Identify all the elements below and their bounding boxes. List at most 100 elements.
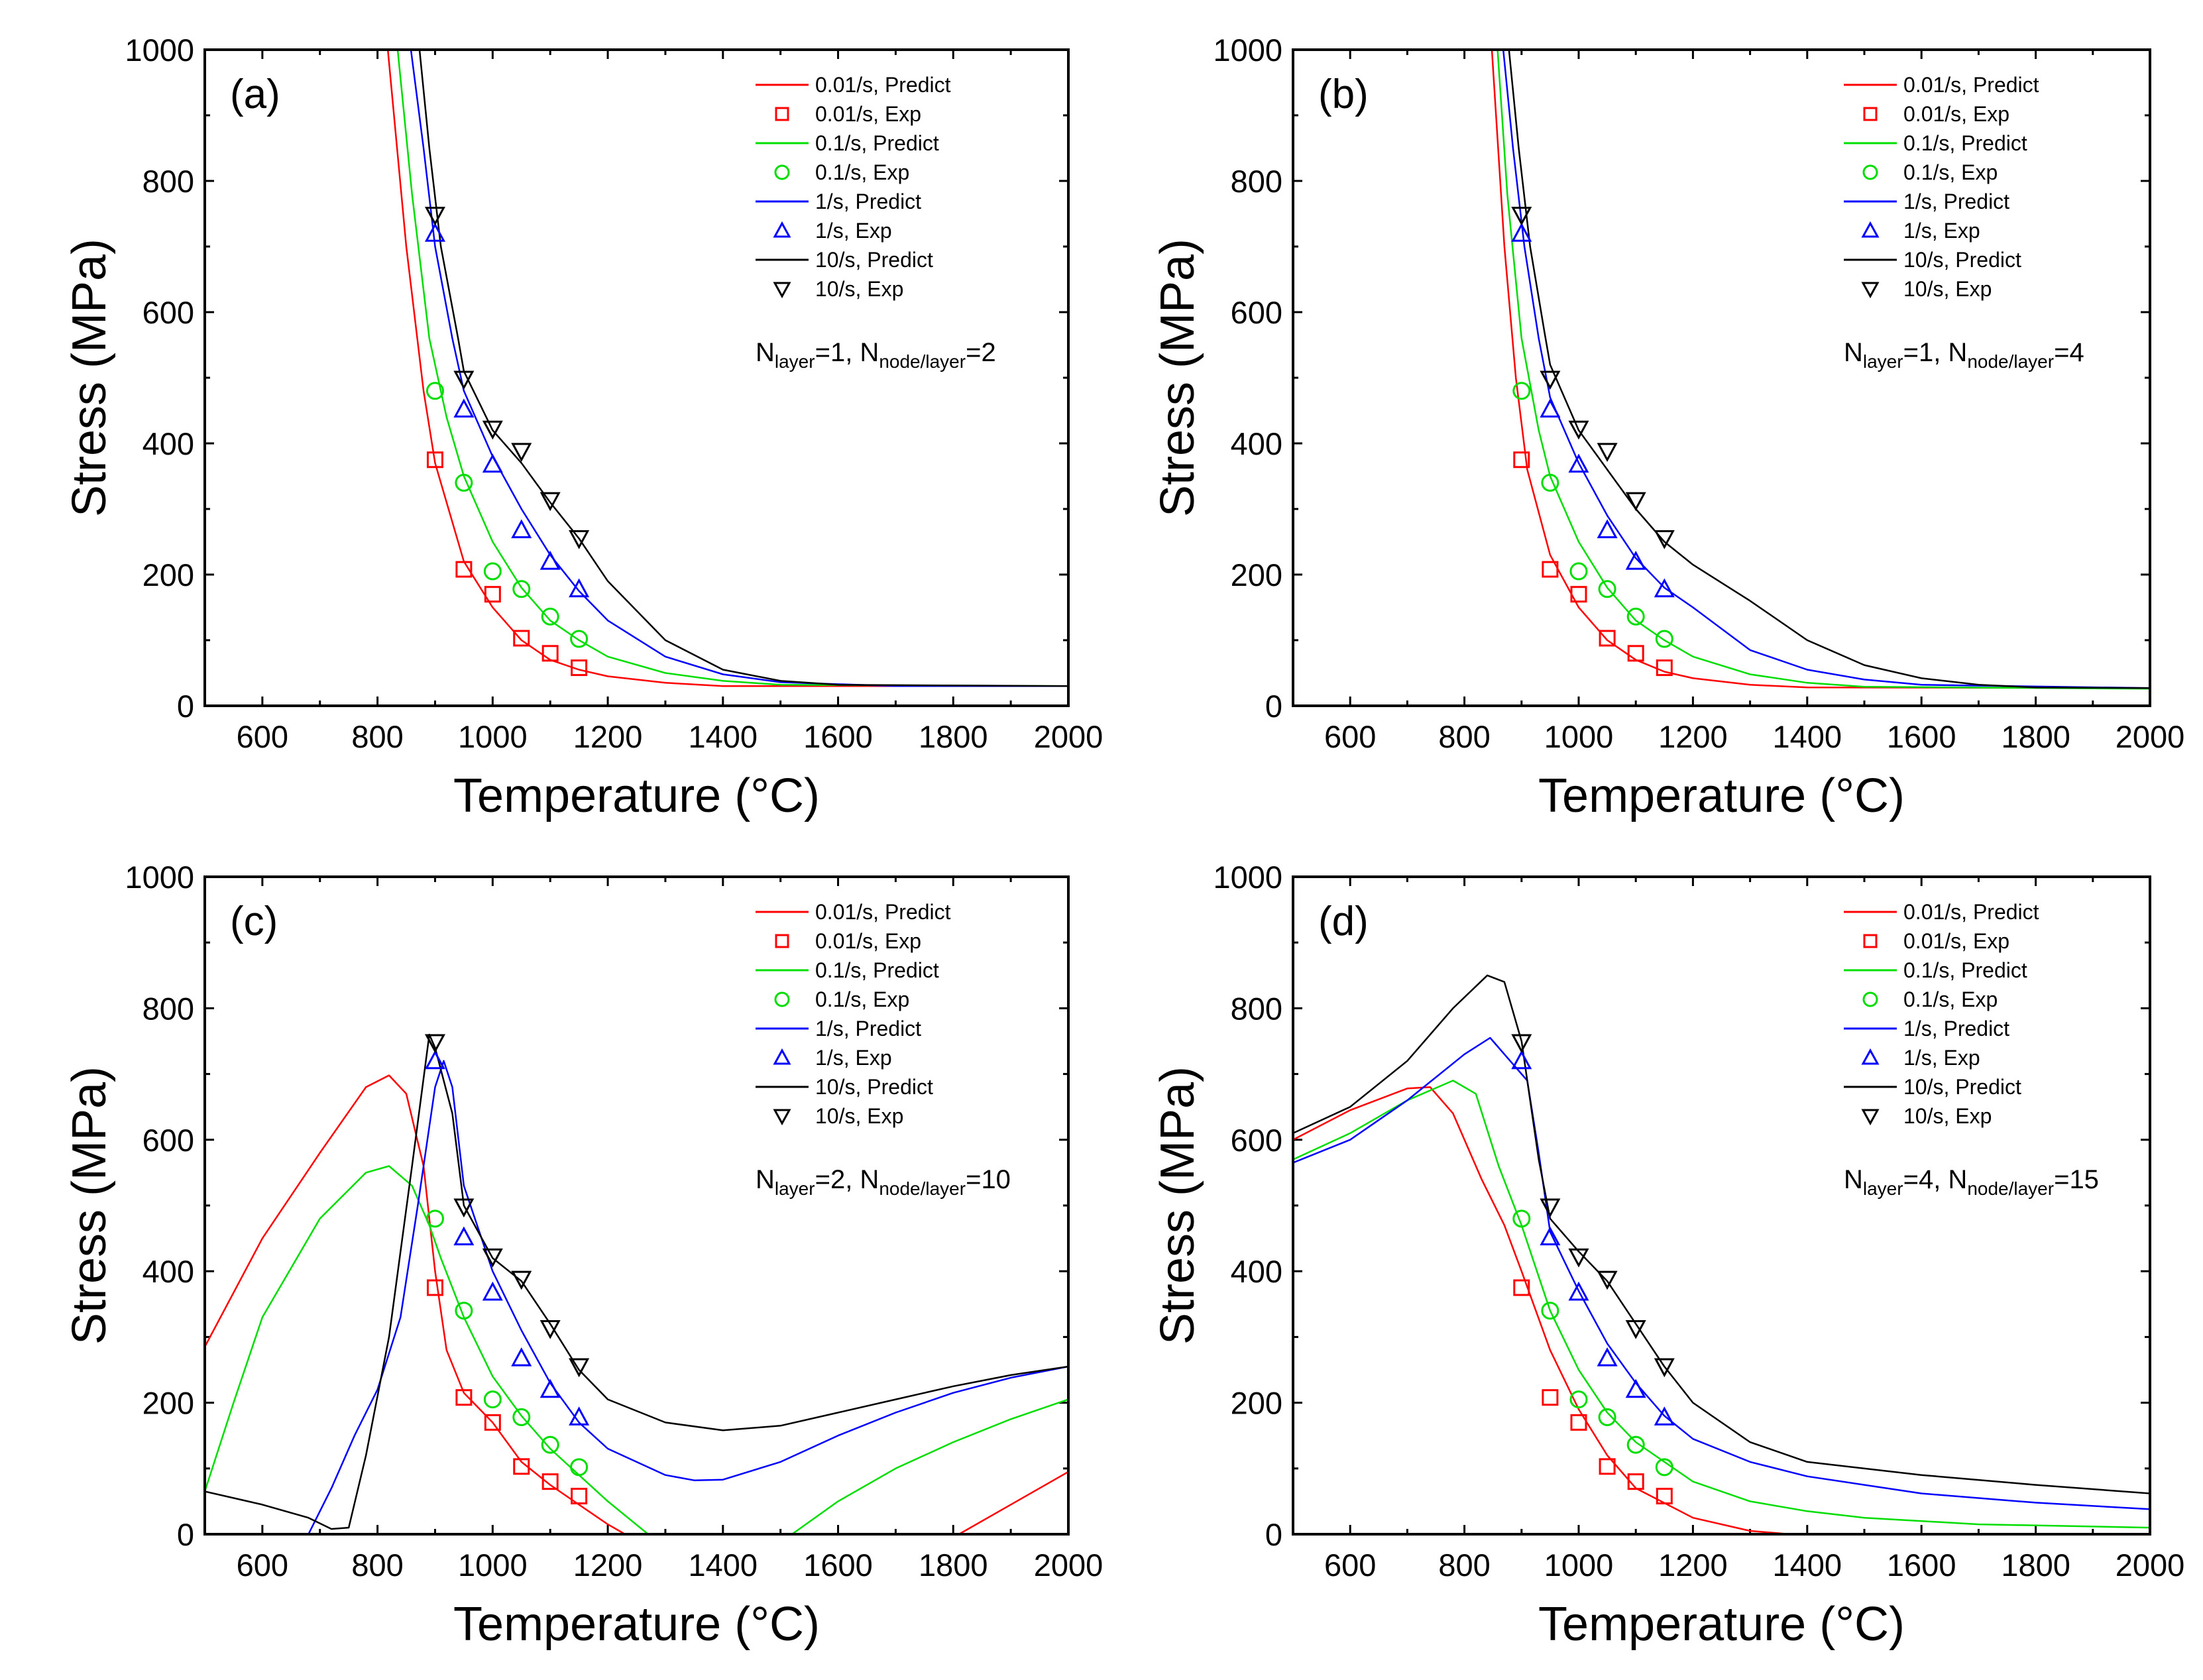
annotation-part: node/layer (1967, 1178, 2054, 1199)
series-line-0_1-predict (1497, 50, 2150, 690)
data-point-square (541, 645, 559, 662)
data-point-triangle-up (1511, 1050, 1532, 1070)
data-point-circle (1598, 580, 1616, 598)
annotation-part: N (756, 338, 775, 367)
x-axis-title: Temperature (°C) (1538, 769, 1905, 822)
x-tick-label: 1200 (573, 719, 643, 754)
data-point-circle (570, 1458, 589, 1477)
prediction-lines (386, 50, 1068, 687)
data-point-square (1542, 561, 1559, 578)
x-tick-label: 1600 (803, 719, 873, 754)
data-point-triangle-down (1568, 420, 1589, 440)
legend-label: 1/s, Exp (815, 219, 892, 243)
annotation-part: =4, N (1903, 1165, 1968, 1194)
data-point-triangle-up (1511, 223, 1532, 242)
data-point-square (1656, 659, 1673, 677)
y-tick-label: 0 (1265, 1517, 1282, 1552)
legend-label: 0.01/s, Exp (1903, 929, 2009, 953)
y-tick-label: 200 (1231, 557, 1282, 592)
data-point-triangle-up (1654, 1406, 1675, 1426)
data-point-square (1599, 630, 1616, 647)
data-point-triangle-up (511, 519, 532, 539)
annotation-part: N (756, 1165, 775, 1194)
data-point-square (1656, 1487, 1673, 1504)
data-point-triangle-up (569, 1406, 590, 1426)
data-point-square (484, 586, 501, 603)
annotation-part: layer (775, 1178, 815, 1199)
y-tick-label: 1000 (1213, 32, 1282, 68)
prediction-lines (1491, 50, 2150, 690)
data-point-square (571, 659, 588, 677)
legend-label: 1/s, Predict (1903, 1017, 2009, 1040)
data-point-triangle-down (424, 1034, 445, 1054)
data-point-square (455, 1389, 473, 1406)
data-point-triangle-up (424, 1050, 445, 1070)
data-point-square (426, 451, 443, 469)
legend-label: 0.1/s, Exp (815, 160, 909, 184)
data-point-square (541, 1473, 559, 1490)
x-tick-label: 600 (237, 719, 288, 754)
legend-label: 10/s, Exp (1903, 277, 1992, 301)
data-point-square (1513, 451, 1530, 469)
data-point-circle (455, 1302, 473, 1320)
data-point-triangle-up (453, 398, 475, 418)
y-tick-label: 0 (177, 1517, 194, 1552)
x-tick-label: 1200 (1658, 719, 1728, 754)
series-line-0_1-predict (1293, 1080, 2150, 1529)
model-annotation: Nlayer=1, Nnode/layer=4 (1844, 338, 2084, 372)
data-point-circle (1598, 1408, 1616, 1426)
y-tick-label: 600 (1231, 295, 1282, 330)
series-line-0_01-predict (386, 50, 1068, 687)
data-point-square (513, 1458, 530, 1475)
x-tick-label: 1400 (1773, 1547, 1842, 1583)
y-tick-label: 600 (142, 295, 194, 330)
model-annotation: Nlayer=2, Nnode/layer=10 (756, 1165, 1011, 1199)
x-tick-label: 600 (1324, 1547, 1376, 1583)
y-tick-label: 400 (1231, 426, 1282, 461)
data-point-triangle-down (539, 492, 561, 512)
chart-panel-a: 600 800 1000 1200 1400 1600 1800 2000 0 200 400 600… (63, 32, 1103, 822)
legend-marker-square (1863, 107, 1878, 121)
y-axis-title: Stress (MPa) (63, 239, 116, 517)
data-point-triangle-down (539, 1320, 561, 1339)
legend-label: 1/s, Predict (815, 1017, 921, 1040)
data-point-triangle-up (453, 1226, 475, 1246)
legend-label: 10/s, Exp (815, 1104, 903, 1128)
chart-panel-b: 600 800 1000 1200 1400 1600 1800 2000 0 200 400 600… (1151, 32, 2184, 822)
x-tick-label: 2000 (2116, 719, 2185, 754)
x-tick-label: 1000 (458, 719, 528, 754)
legend-marker-triangle-up (1861, 1048, 1880, 1065)
series-line-10-predict (418, 50, 1068, 687)
annotation-part: node/layer (1967, 351, 2054, 372)
data-point-triangle-up (1625, 551, 1646, 570)
x-tick-label: 1800 (2001, 1547, 2070, 1583)
legend-label: 10/s, Predict (815, 1075, 933, 1099)
series-line-0_01-predict (1491, 50, 2150, 689)
legend-label: 0.1/s, Exp (1903, 160, 1998, 184)
data-point-triangle-down (1568, 1248, 1589, 1268)
legend: 0.01/s, Predict 0.01/s, Exp 0.1/s, Predict… (1844, 900, 2039, 1128)
legend-marker-triangle-up (1861, 221, 1880, 238)
legend-label: 10/s, Predict (815, 248, 933, 272)
data-point-triangle-down (482, 1248, 503, 1268)
data-point-square (1627, 645, 1644, 662)
legend-marker-circle (1862, 991, 1878, 1007)
y-tick-label: 200 (1231, 1386, 1282, 1421)
legend-marker-circle (1862, 164, 1878, 180)
legend-marker-square (775, 934, 789, 948)
legend-label: 0.1/s, Exp (815, 987, 909, 1011)
y-tick-label: 200 (142, 1386, 194, 1421)
legend-marker-square (775, 107, 789, 121)
series-line-1-predict (410, 50, 1068, 687)
series-line-0_01-predict (1293, 1086, 1791, 1534)
legend-marker-triangle-down (1861, 282, 1880, 299)
y-tick-label: 200 (142, 557, 194, 592)
data-point-circle (425, 1209, 444, 1228)
data-point-triangle-up (1568, 453, 1589, 473)
legend-label: 1/s, Exp (1903, 219, 1980, 243)
legend-marker-triangle-down (1861, 1109, 1880, 1126)
data-point-triangle-down (1625, 492, 1646, 512)
x-tick-label: 1200 (1658, 1547, 1728, 1583)
annotation-part: =15 (2054, 1165, 2099, 1194)
annotation-part: =2, N (815, 1165, 879, 1194)
